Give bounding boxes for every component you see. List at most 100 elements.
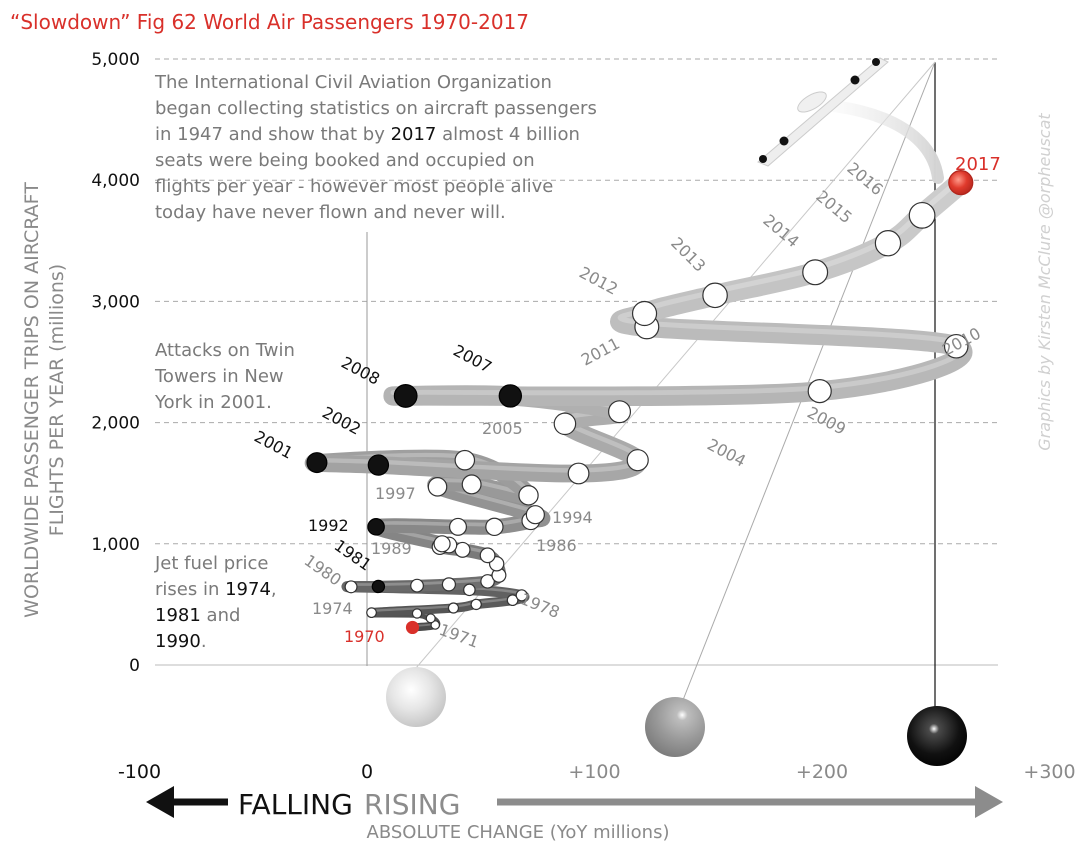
year-label-1974: 1974	[312, 599, 353, 618]
year-label-2007: 2007	[450, 341, 495, 377]
year-label-2009: 2009	[804, 403, 849, 439]
y-tick-label: 2,000	[91, 414, 140, 434]
data-point-1974	[366, 607, 377, 619]
plane-engine	[759, 155, 767, 163]
x-tick-label: +300	[1023, 761, 1075, 783]
jet-fuel-line-4-tail: .	[201, 631, 207, 652]
icao-line-5: flights per year - however most people a…	[155, 176, 553, 197]
icao-line-3: in 1947 and show that by 2017 almost 4 b…	[155, 124, 580, 145]
icao-line-3-tail: almost 4 billion	[436, 124, 579, 145]
plane-fuselage	[797, 91, 827, 113]
data-point-2006	[608, 400, 632, 424]
twin-towers-line-2: Towers in New	[154, 366, 284, 387]
spiral-highlight	[376, 459, 581, 473]
data-point-1984	[480, 574, 495, 589]
x-tick-label: +200	[796, 761, 848, 783]
jet-fuel-line-3-tail: and	[201, 605, 241, 626]
jet-fuel-line-2-head: rises in	[155, 579, 225, 600]
plane-wing	[757, 57, 889, 167]
year-label-2016: 2016	[843, 159, 886, 200]
twin-towers-annotation: Attacks on Twin Towers in New York in 20…	[154, 340, 295, 413]
y-tick-label: 5,000	[91, 50, 140, 70]
jet-fuel-line-3: 1981 and	[155, 605, 240, 626]
data-point-1971	[430, 620, 441, 630]
data-point-2009	[807, 378, 832, 404]
icao-line-6: today have never flown and never will.	[155, 202, 506, 223]
data-point-1996	[525, 505, 545, 525]
jet-fuel-year-1981: 1981	[155, 605, 201, 626]
y-tick-label: 0	[129, 656, 140, 676]
data-point-2017	[948, 170, 974, 196]
grey-ball	[645, 697, 705, 757]
y-axis-label-line2: FLIGHTS PER YEAR (millions)	[46, 264, 68, 536]
data-point-1978	[515, 589, 528, 602]
jet-fuel-line-2: rises in 1974,	[155, 579, 277, 600]
x-tick-label: -100	[118, 761, 161, 783]
jet-fuel-year-1990: 1990	[155, 631, 201, 652]
data-point-1979	[463, 583, 476, 597]
data-point-2015	[874, 230, 902, 257]
year-label-2014: 2014	[759, 211, 802, 252]
year-label-1992: 1992	[308, 516, 349, 535]
icao-annotation: The International Civil Aviation Organiz…	[154, 72, 597, 223]
year-label-2004: 2004	[704, 435, 749, 471]
jet-fuel-year-1974: 1974	[225, 579, 271, 600]
data-point-1980	[344, 580, 358, 594]
falling-label: FALLING	[238, 788, 353, 821]
data-point-1982	[410, 578, 424, 593]
falling-arrow-head	[146, 786, 174, 818]
jet-fuel-line-2-tail: ,	[271, 579, 277, 600]
year-label-2015: 2015	[812, 187, 855, 228]
y-tick-label: 3,000	[91, 292, 140, 312]
year-label-2017: 2017	[955, 154, 1001, 175]
data-point-2005	[553, 412, 577, 436]
x-tick-label: +100	[568, 761, 620, 783]
spiral-segment	[704, 261, 826, 306]
data-point-1987	[479, 547, 496, 564]
grey-ball-line	[682, 61, 936, 701]
spiral-segment	[636, 316, 967, 357]
year-label-2011: 2011	[578, 334, 623, 370]
data-point-2016	[908, 201, 936, 229]
x-tick-label: 0	[361, 761, 373, 783]
icao-bold-year: 2017	[391, 124, 437, 145]
data-point-2000	[454, 449, 476, 471]
y-axis-label-line1: WORLDWIDE PASSENGER TRIPS ON AIRCRAFT	[21, 182, 43, 618]
data-point-1976	[470, 598, 482, 611]
light-ball	[386, 667, 446, 727]
data-point-1983	[441, 577, 456, 592]
data-point-1998	[461, 474, 482, 495]
year-label-2002: 2002	[319, 403, 364, 439]
y-tick-label: 4,000	[91, 171, 140, 191]
year-label-2005: 2005	[482, 419, 523, 438]
rising-arrow-head	[975, 786, 1003, 818]
credit: Graphics by Kirsten McClure @orpheuscat	[1035, 113, 1054, 451]
data-point-1988	[454, 541, 471, 558]
twin-towers-line-1: Attacks on Twin	[155, 340, 295, 361]
icao-line-2: began collecting statistics on aircraft …	[155, 98, 597, 119]
spiral-highlight	[374, 521, 460, 527]
data-point-2008	[393, 384, 418, 408]
data-point-1994	[485, 517, 504, 537]
twin-towers-line-3: York in 2001.	[154, 392, 272, 413]
jet-fuel-line-4: 1990.	[155, 631, 207, 652]
y-tick-label: 1,000	[91, 535, 140, 555]
year-label-1994: 1994	[552, 508, 593, 527]
data-point-1992	[367, 518, 385, 536]
decorative-balls	[386, 667, 967, 766]
year-label-1989: 1989	[371, 539, 412, 558]
plane-engine	[850, 75, 860, 85]
spiral-highlight	[403, 385, 823, 396]
rising-label: RISING	[364, 788, 460, 821]
data-point-2014	[802, 259, 829, 286]
data-point-1991	[433, 535, 451, 553]
year-label-2008: 2008	[338, 353, 383, 389]
spiral-highlight	[644, 320, 959, 346]
y-tick-labels: 0 1,000 2,000 3,000 4,000 5,000	[91, 50, 140, 676]
y-axis-label: WORLDWIDE PASSENGER TRIPS ON AIRCRAFT FL…	[21, 182, 68, 618]
passenger-spiral	[304, 170, 974, 635]
data-point-2007	[498, 384, 523, 408]
year-label-2013: 2013	[667, 233, 709, 275]
data-point-1993	[449, 517, 468, 536]
